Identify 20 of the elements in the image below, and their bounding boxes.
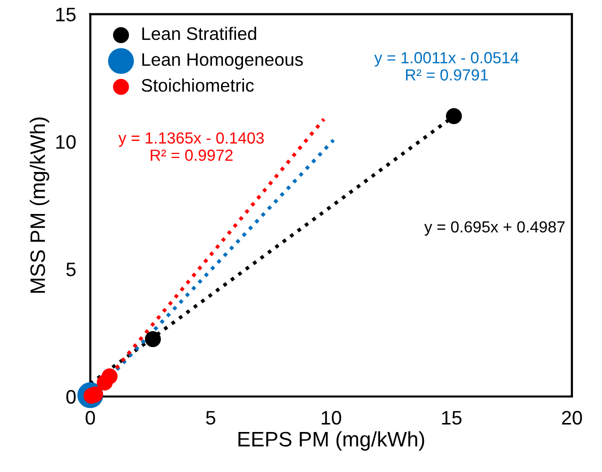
x-tick-label: 20 <box>562 410 582 425</box>
annotation: y = 1.0011x - 0.0514 R² = 0.9791 <box>374 52 519 81</box>
x-tick-label: 10 <box>322 410 342 425</box>
legend-label: Lean Homogeneous <box>142 53 303 70</box>
x-axis-title: EEPS PM (mg/kWh) <box>238 431 424 451</box>
y-tick-label: 0 <box>66 390 76 404</box>
legend-label: Lean Stratified <box>142 26 256 40</box>
x-tick-label: 0 <box>86 410 95 425</box>
y-tick-label: 5 <box>66 262 76 276</box>
x-tick-label: 15 <box>442 411 462 425</box>
y-axis-title: MSS PM (mg/kWh) <box>30 117 50 293</box>
x-tick-label: 5 <box>206 411 216 425</box>
legend-label: Stoichiometric <box>142 78 254 92</box>
y-tick-label: 15 <box>56 8 76 22</box>
point <box>102 368 118 384</box>
point <box>144 331 161 348</box>
annotation: y = 1.1365x - 0.1403 R² = 0.9972 <box>118 132 264 161</box>
y-tick-label: 10 <box>56 135 76 149</box>
annotation: y = 0.695x + 0.4987 <box>424 221 565 236</box>
point <box>446 108 462 124</box>
